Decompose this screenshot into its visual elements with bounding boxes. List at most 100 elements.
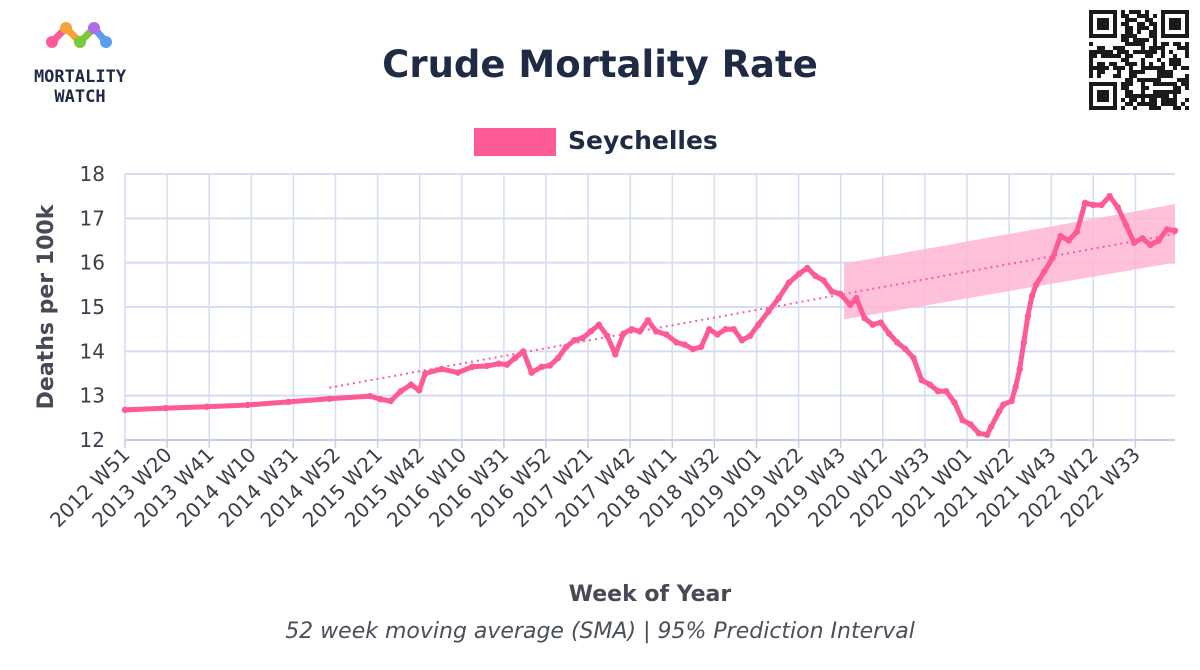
- data-point: [1028, 292, 1036, 300]
- y-axis-title: Deaths per 100k: [34, 203, 59, 409]
- data-point: [483, 362, 490, 370]
- x-axis-title: Week of Year: [569, 582, 732, 607]
- data-point: [563, 343, 570, 351]
- data-point: [121, 406, 129, 414]
- data-point: [587, 328, 594, 335]
- data-point: [836, 290, 844, 297]
- data-point: [730, 325, 737, 333]
- logo-line1: MORTALITY: [34, 67, 127, 87]
- data-point: [454, 369, 462, 376]
- data-point: [1024, 312, 1032, 320]
- data-point: [1130, 239, 1138, 246]
- data-point: [804, 264, 811, 272]
- data-point: [1049, 255, 1056, 262]
- y-tick-label: 14: [80, 339, 105, 363]
- data-point: [1032, 281, 1040, 289]
- y-tick-label: 17: [80, 206, 105, 230]
- data-point: [885, 330, 893, 337]
- data-point: [697, 343, 705, 351]
- y-tick-label: 12: [80, 428, 105, 452]
- data-point: [812, 272, 819, 280]
- qr-code: [1089, 10, 1189, 110]
- data-point: [1139, 235, 1146, 242]
- data-point: [495, 360, 503, 367]
- legend-swatch: [474, 128, 556, 156]
- data-point: [620, 330, 627, 337]
- data-point: [244, 401, 251, 409]
- data-point: [673, 339, 680, 346]
- y-tick-label: 15: [80, 295, 105, 319]
- data-point: [785, 279, 793, 286]
- y-tick-label: 16: [80, 251, 105, 275]
- data-point: [828, 288, 836, 295]
- data-point: [397, 388, 404, 395]
- data-point: [853, 294, 860, 302]
- data-point: [706, 325, 713, 333]
- chart-title: Crude Mortality Rate: [382, 43, 818, 86]
- data-point: [1000, 401, 1007, 408]
- data-point: [934, 388, 942, 395]
- data-point: [689, 345, 697, 353]
- data-point: [1020, 339, 1028, 346]
- data-point: [438, 365, 445, 373]
- data-point: [1081, 199, 1089, 207]
- data-point: [520, 348, 527, 355]
- data-point: [746, 332, 754, 340]
- data-point: [722, 325, 729, 333]
- data-point: [387, 397, 394, 405]
- data-point: [1147, 241, 1154, 249]
- prediction-interval-area: [844, 204, 1175, 320]
- data-point: [469, 363, 476, 371]
- data-point: [628, 325, 635, 333]
- data-point: [652, 328, 660, 335]
- data-point: [415, 387, 423, 394]
- data-point: [943, 388, 950, 395]
- data-point: [996, 407, 1003, 415]
- data-point: [714, 331, 721, 338]
- data-point: [681, 341, 688, 348]
- chart-caption: 52 week moving average (SMA) | 95% Predi…: [285, 619, 915, 644]
- data-point: [1073, 228, 1081, 235]
- data-point: [571, 337, 578, 344]
- data-point: [765, 308, 772, 315]
- data-point: [1012, 383, 1019, 390]
- data-point: [877, 319, 885, 326]
- data-point: [326, 395, 333, 402]
- data-point: [503, 361, 511, 368]
- logo-molecule-icon: [46, 22, 112, 48]
- data-point: [554, 354, 562, 362]
- data-point: [407, 381, 415, 388]
- data-point: [1041, 268, 1048, 275]
- data-point: [795, 270, 803, 277]
- y-tick-label: 13: [80, 384, 105, 408]
- data-point: [926, 381, 934, 388]
- data-point: [902, 345, 909, 353]
- data-point: [528, 369, 535, 376]
- data-point: [987, 423, 995, 430]
- data-point: [846, 301, 854, 308]
- data-point: [1090, 201, 1097, 209]
- data-point: [663, 331, 670, 338]
- logo-line2: WATCH: [54, 87, 105, 107]
- data-point: [1163, 226, 1171, 233]
- data-point: [1122, 221, 1130, 229]
- legend: Seychelles: [474, 126, 718, 156]
- data-point: [1171, 227, 1179, 234]
- data-point: [285, 398, 292, 406]
- data-point: [203, 403, 210, 410]
- data-point: [967, 421, 974, 428]
- data-point: [1098, 201, 1105, 209]
- data-point: [538, 363, 545, 371]
- data-point: [918, 376, 925, 384]
- data-point: [755, 321, 762, 328]
- data-point: [1016, 365, 1023, 373]
- mortality-watch-logo: MORTALITY WATCH: [34, 22, 127, 107]
- data-point: [366, 392, 374, 400]
- data-point: [595, 321, 603, 328]
- data-point: [820, 277, 827, 284]
- data-point: [603, 332, 611, 340]
- data-point: [612, 351, 619, 358]
- data-point: [959, 416, 966, 424]
